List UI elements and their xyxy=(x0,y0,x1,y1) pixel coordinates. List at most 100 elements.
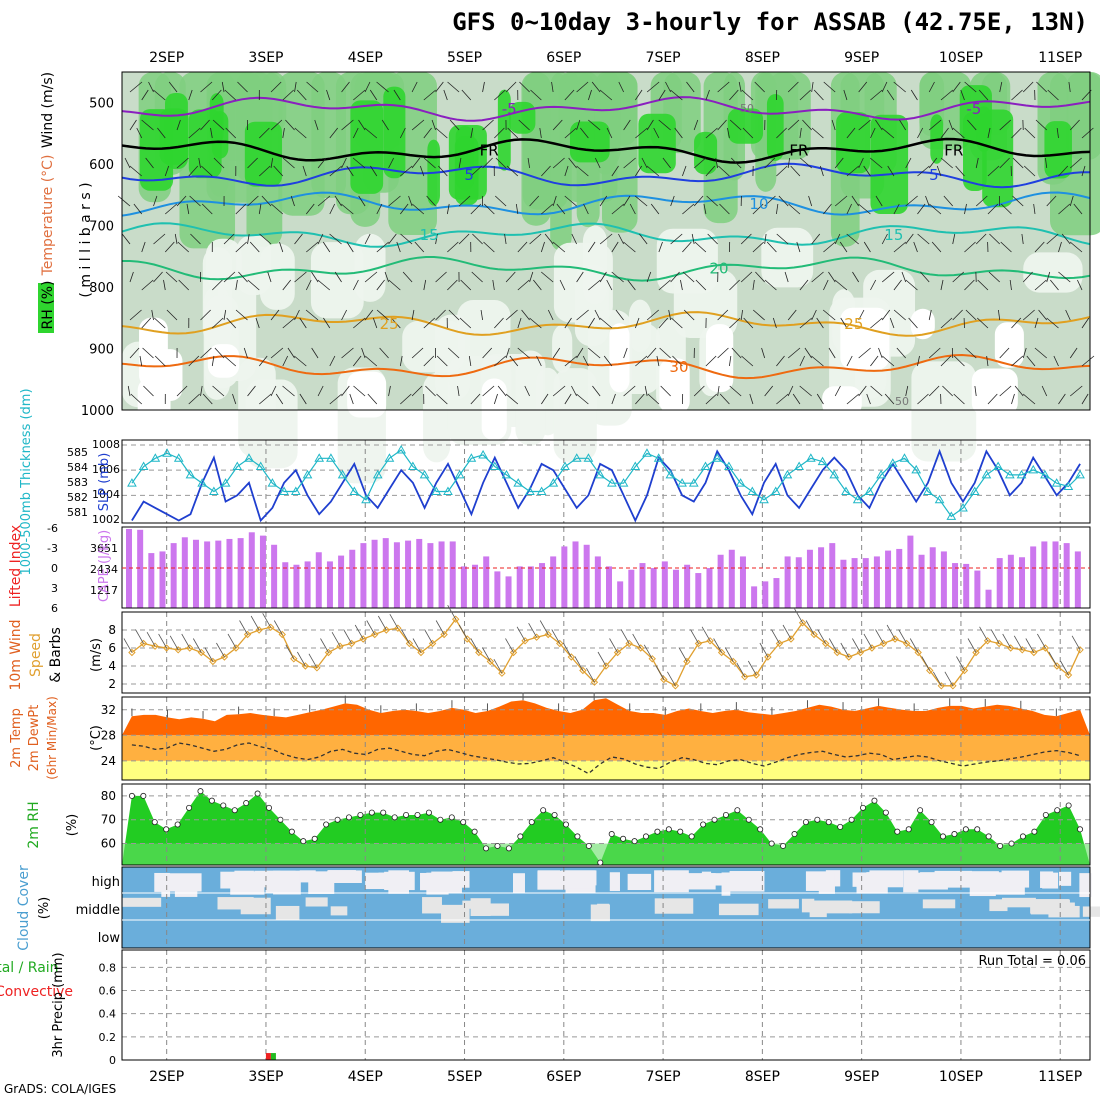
wind-barb xyxy=(594,157,601,169)
wind-barb xyxy=(267,271,272,283)
wind-barb xyxy=(635,317,640,329)
wind-speed-point xyxy=(151,642,159,650)
rh-point xyxy=(1054,807,1061,814)
wind-barb xyxy=(517,241,528,253)
rh-saturated-region xyxy=(694,131,718,175)
wind-barb xyxy=(893,279,902,291)
wind-barb xyxy=(431,119,436,131)
wind-barb xyxy=(364,309,374,321)
wind-barb xyxy=(840,642,850,658)
pressure-tick-label: 800 xyxy=(89,281,114,296)
wind-barb xyxy=(559,279,566,291)
wind-speed-point xyxy=(1041,644,1050,652)
rh-point xyxy=(483,845,490,852)
wind-barb xyxy=(294,233,303,245)
thickness-point xyxy=(571,453,582,462)
wind-barb xyxy=(541,165,551,177)
wind-barb xyxy=(320,638,329,653)
cape-bar xyxy=(527,566,534,608)
wind-barb xyxy=(379,347,389,359)
wind-barb xyxy=(468,355,472,367)
wind-barb xyxy=(282,127,285,139)
wind-barb xyxy=(376,81,389,93)
wind-barb xyxy=(816,317,824,329)
thickness-point xyxy=(396,444,407,454)
wind-barb xyxy=(846,393,860,405)
thickness-point xyxy=(1016,469,1027,479)
wind-barb xyxy=(551,81,554,93)
wind-barb xyxy=(447,241,459,253)
thickness-tick-label: 584 xyxy=(67,461,88,474)
wind-barb xyxy=(129,165,143,177)
rh-saturated-region xyxy=(870,114,909,215)
thickness-point xyxy=(852,494,863,504)
wind-barb xyxy=(893,203,900,215)
wind-barb xyxy=(731,347,742,359)
wind-barb xyxy=(931,241,942,253)
wind-barb xyxy=(952,309,963,321)
wind-barb xyxy=(646,119,654,131)
wind-barb xyxy=(136,127,143,139)
rh-very-dry-region xyxy=(910,308,935,340)
lifted-index-tick-label: 6 xyxy=(51,602,58,615)
wind-barb xyxy=(928,81,935,93)
wind-barb xyxy=(920,271,930,283)
wind-barb xyxy=(541,271,554,283)
wind-barb xyxy=(305,203,315,215)
wind-speed-point xyxy=(186,644,194,652)
cape-bar xyxy=(226,538,233,608)
thickness-tick-label: 581 xyxy=(67,506,88,519)
cloud-clear-high xyxy=(903,870,919,893)
cape-bar xyxy=(516,566,523,608)
cloud-clear-high xyxy=(856,872,888,894)
wind-barb xyxy=(317,385,324,397)
precip-total-bar xyxy=(270,1053,276,1060)
wind-barb xyxy=(458,624,468,640)
wind-barb xyxy=(447,279,458,291)
wind-speed-point xyxy=(590,678,599,686)
wind-barb xyxy=(583,203,589,215)
rh-point xyxy=(837,823,844,830)
cape-bar xyxy=(572,541,579,608)
lifted-index-tick-label: -6 xyxy=(47,522,58,535)
rh-point xyxy=(391,814,398,821)
wind-barb xyxy=(889,317,895,329)
cloud-clear-middle xyxy=(1002,897,1036,908)
wind-barb xyxy=(576,309,589,321)
wind-barb xyxy=(376,241,389,253)
wind-barb xyxy=(632,633,642,649)
wind-barb xyxy=(541,203,554,215)
wind-barb xyxy=(611,393,616,405)
wind-speed-point xyxy=(290,655,298,663)
wind-barb xyxy=(423,279,427,291)
thickness-point xyxy=(665,469,676,479)
rh-point xyxy=(974,826,981,833)
wind-barb xyxy=(226,317,237,329)
wind-barb xyxy=(740,309,743,321)
wind-barb xyxy=(736,662,746,677)
wind-barb xyxy=(925,195,930,207)
wind-barb xyxy=(738,81,742,93)
cloud-clear-middle xyxy=(441,904,470,923)
wind-barb xyxy=(799,89,811,101)
wind-barb xyxy=(1023,165,1036,177)
wind-barb xyxy=(352,157,366,169)
cloud-clear-high xyxy=(299,870,316,883)
wind-barb xyxy=(943,195,954,207)
cloud-clear-middle xyxy=(1048,902,1075,913)
rh-point xyxy=(551,811,558,818)
wind-speed-point xyxy=(891,635,899,643)
wind-barb xyxy=(1069,347,1078,359)
wind-barb xyxy=(365,355,378,367)
wind-barb xyxy=(204,647,214,662)
wind-barb xyxy=(776,233,789,245)
wind-barb xyxy=(411,119,425,131)
wind-barb xyxy=(376,203,383,215)
rh-point xyxy=(1019,833,1026,840)
wind-barb xyxy=(388,157,395,169)
thickness-point xyxy=(326,453,336,462)
wind-barb xyxy=(470,393,481,405)
wind-barb xyxy=(141,89,149,101)
wind-speed-point xyxy=(694,639,703,648)
wind-barb xyxy=(143,385,154,397)
